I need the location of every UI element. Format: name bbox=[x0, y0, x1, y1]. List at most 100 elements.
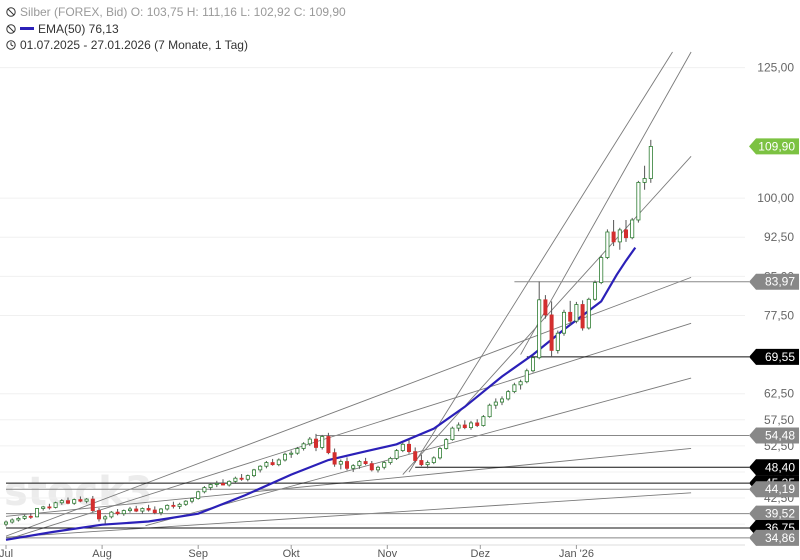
candle-body bbox=[549, 314, 554, 351]
candle-body bbox=[16, 517, 21, 521]
level-tags: 83,9769,5554,4848,4045,3544,1939,5236,75… bbox=[749, 138, 799, 546]
candle-body bbox=[115, 511, 120, 515]
candle-body bbox=[66, 500, 71, 504]
candle-body bbox=[72, 499, 77, 504]
candle-body bbox=[543, 299, 548, 316]
candle-body bbox=[624, 229, 629, 239]
candle-body bbox=[78, 499, 83, 502]
candle-body bbox=[320, 436, 325, 448]
ohlc-header: Silber (FOREX, Bid) O: 103,75 H: 111,16 … bbox=[6, 5, 346, 19]
candle-body bbox=[251, 469, 256, 477]
candle-body bbox=[481, 416, 486, 426]
ema-text: EMA(50) 76,13 bbox=[38, 22, 119, 36]
candle-body bbox=[363, 461, 368, 465]
candle-body bbox=[512, 384, 517, 393]
level-label: 69,55 bbox=[765, 350, 795, 364]
ema-swatch bbox=[20, 27, 34, 30]
candle-body bbox=[239, 477, 244, 480]
candle-body bbox=[357, 461, 362, 467]
ema-line-group bbox=[5, 246, 637, 541]
candle-body bbox=[103, 516, 108, 520]
candle-body bbox=[617, 229, 622, 243]
level-tag bbox=[749, 505, 799, 522]
eye-icon[interactable] bbox=[6, 6, 16, 17]
level-tag bbox=[749, 481, 799, 498]
candle-body bbox=[134, 508, 139, 512]
y-tick-label: 100,00 bbox=[757, 191, 794, 205]
candle-body bbox=[537, 299, 542, 359]
level-tag bbox=[749, 348, 799, 365]
x-tick-label: Dez bbox=[471, 548, 491, 560]
candle-body bbox=[400, 443, 405, 451]
candle-body bbox=[636, 182, 641, 221]
candle-body bbox=[258, 465, 263, 471]
candle-body bbox=[568, 311, 573, 322]
x-tick-label: Aug bbox=[92, 548, 112, 560]
candle-body bbox=[146, 508, 151, 511]
last-price-tag bbox=[749, 138, 799, 155]
candle-body bbox=[413, 451, 418, 461]
candle-body bbox=[109, 511, 114, 518]
candles bbox=[4, 139, 653, 527]
candle-body bbox=[264, 462, 269, 467]
candle-body bbox=[506, 391, 511, 400]
candle-body bbox=[220, 483, 225, 486]
candle-body bbox=[605, 231, 610, 258]
candle-body bbox=[189, 498, 194, 502]
candle-body bbox=[171, 504, 176, 507]
candle-body bbox=[475, 422, 480, 426]
level-label: 44,19 bbox=[765, 482, 795, 496]
candle-body bbox=[183, 500, 188, 505]
candle-body bbox=[90, 498, 95, 511]
candle-body bbox=[158, 508, 163, 514]
level-tag bbox=[749, 273, 799, 290]
candle-body bbox=[4, 521, 9, 525]
candle-body bbox=[35, 508, 40, 518]
candle-body bbox=[369, 463, 374, 471]
candle-body bbox=[53, 502, 58, 508]
trendline bbox=[520, 51, 692, 355]
candle-body bbox=[406, 443, 411, 453]
y-tick-label: 62,50 bbox=[764, 387, 794, 401]
eye-icon[interactable] bbox=[6, 23, 16, 34]
level-tag bbox=[749, 529, 799, 546]
candle-body bbox=[493, 401, 498, 406]
x-tick-label: Okt bbox=[283, 548, 300, 560]
y-tick-label: 77,50 bbox=[764, 308, 794, 322]
candle-body bbox=[531, 357, 536, 372]
candle-body bbox=[97, 510, 102, 520]
y-tick-label: 92,50 bbox=[764, 230, 794, 244]
candle-body bbox=[431, 457, 436, 463]
x-axis-ticks: Jul Aug Sep Okt Nov Dez Jan '26 bbox=[0, 544, 745, 560]
candle-body bbox=[593, 282, 598, 300]
candle-body bbox=[394, 450, 399, 459]
candle-body bbox=[630, 219, 635, 239]
level-label: 34,86 bbox=[765, 531, 795, 545]
candle-body bbox=[28, 515, 33, 518]
candle-body bbox=[648, 146, 653, 179]
level-label: 83,97 bbox=[765, 275, 795, 289]
candle-body bbox=[208, 484, 213, 489]
y-gridlines bbox=[0, 67, 745, 525]
candle-body bbox=[233, 477, 238, 482]
candle-body bbox=[152, 509, 157, 514]
candle-body bbox=[196, 491, 201, 499]
candle-body bbox=[47, 506, 52, 509]
candle-body bbox=[375, 466, 380, 471]
clock-icon[interactable] bbox=[6, 39, 16, 50]
trendline bbox=[402, 156, 692, 475]
trendline bbox=[408, 51, 673, 473]
candle-body bbox=[10, 519, 15, 523]
trendline bbox=[5, 448, 692, 517]
y-tick-label: 57,50 bbox=[764, 413, 794, 427]
candle-body bbox=[351, 465, 356, 469]
candle-body bbox=[555, 332, 560, 351]
level-label: 39,52 bbox=[765, 507, 795, 521]
candle-body bbox=[562, 311, 567, 334]
candle-body bbox=[307, 438, 312, 445]
level-tag bbox=[749, 427, 799, 444]
candle-body bbox=[214, 483, 219, 485]
candle-body bbox=[437, 448, 442, 459]
candle-body bbox=[487, 404, 492, 418]
